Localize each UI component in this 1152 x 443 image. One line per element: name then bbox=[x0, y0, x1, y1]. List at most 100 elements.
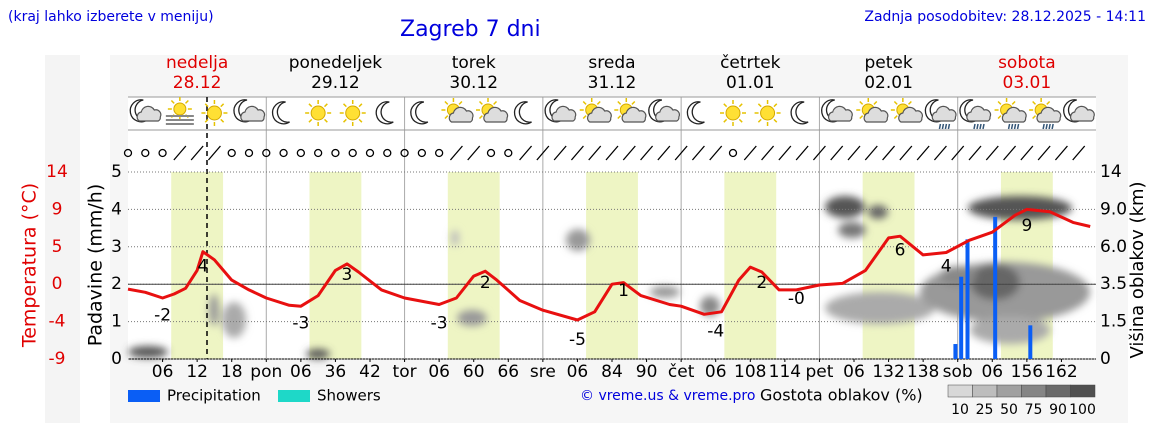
daylight bbox=[309, 172, 362, 359]
calm bbox=[313, 148, 323, 158]
x-tick-label: 42 bbox=[359, 362, 381, 382]
day-date: 28.12 bbox=[173, 73, 222, 93]
cloud bbox=[1001, 106, 1027, 123]
daylight bbox=[447, 172, 500, 359]
legend-label: Precipitation bbox=[167, 387, 261, 405]
x-tick-label: 66 bbox=[497, 362, 519, 382]
sun-ray bbox=[1011, 100, 1016, 105]
y3-tick-label: 6.0 bbox=[1100, 237, 1127, 257]
sun-ray bbox=[773, 103, 778, 108]
wind-barb bbox=[951, 145, 965, 161]
sun-ray bbox=[184, 99, 189, 104]
sun-ray bbox=[444, 100, 449, 105]
cloud bbox=[483, 106, 509, 123]
wind-barb bbox=[1072, 145, 1086, 161]
temperature-label: 2 bbox=[480, 273, 491, 293]
wind-barb bbox=[570, 145, 584, 161]
cloud bbox=[621, 106, 647, 123]
day-date: 01.01 bbox=[726, 73, 775, 93]
rain bbox=[979, 123, 982, 130]
day-date: 30.12 bbox=[449, 73, 498, 93]
cloud bbox=[828, 105, 853, 122]
sun-ray bbox=[358, 103, 363, 108]
y-tick-label: 1 bbox=[111, 312, 122, 332]
sun bbox=[725, 105, 741, 121]
temperature-label: 4 bbox=[941, 257, 952, 277]
sun-ray bbox=[631, 100, 636, 105]
wind-barb bbox=[449, 145, 463, 161]
wind-barb bbox=[761, 145, 775, 161]
calm bbox=[279, 148, 288, 158]
sun-ray bbox=[204, 118, 209, 123]
x-tick-label: 12 bbox=[186, 362, 208, 382]
cloud-legend-label: 10 bbox=[951, 402, 969, 418]
y2-tick-label: 14 bbox=[46, 162, 68, 182]
temperature-label: 1 bbox=[618, 281, 629, 301]
weather-icons bbox=[129, 97, 1095, 130]
moon bbox=[686, 101, 705, 125]
wind-barb bbox=[778, 145, 792, 161]
rain bbox=[973, 123, 976, 130]
precip-bar bbox=[959, 276, 964, 359]
daylight bbox=[586, 172, 638, 359]
cloud-legend-box bbox=[1021, 384, 1047, 398]
x-tick-label: 132 bbox=[872, 362, 904, 382]
wind-barb bbox=[795, 145, 809, 161]
calm bbox=[331, 148, 340, 158]
x-tick-label: 60 bbox=[463, 362, 485, 382]
day-name: ponedeljek bbox=[289, 53, 383, 73]
temperature-label: -4 bbox=[707, 322, 724, 342]
wind-barb bbox=[691, 145, 705, 161]
sun-ray bbox=[617, 115, 622, 120]
y-tick-label: 0 bbox=[111, 349, 122, 369]
cloud bbox=[655, 105, 680, 122]
calm bbox=[158, 148, 167, 158]
sun-ray bbox=[308, 103, 313, 108]
wind-row bbox=[123, 145, 1086, 161]
calm bbox=[141, 148, 150, 158]
calm bbox=[434, 148, 444, 158]
calm bbox=[728, 148, 738, 158]
daylight bbox=[862, 172, 915, 359]
cloud-legend-label: 100 bbox=[1069, 402, 1096, 418]
cloud bbox=[551, 105, 577, 122]
sun-ray bbox=[358, 118, 363, 123]
cloud-legend-box bbox=[947, 384, 973, 398]
moon bbox=[513, 101, 532, 125]
sun-ray bbox=[873, 100, 878, 105]
wind-barb bbox=[190, 145, 204, 161]
calm bbox=[296, 148, 306, 158]
temperature-label: 3 bbox=[342, 265, 353, 285]
rain bbox=[1045, 123, 1048, 130]
temperature-label: -2 bbox=[154, 305, 171, 325]
calm bbox=[400, 148, 409, 158]
wind-barb bbox=[933, 145, 947, 161]
cloud-legend-label: 50 bbox=[1000, 402, 1018, 418]
cloud-legend-label: 75 bbox=[1025, 402, 1043, 418]
sun-ray bbox=[723, 103, 728, 108]
x-tick-label: 156 bbox=[1011, 362, 1043, 382]
sun-ray bbox=[204, 103, 209, 108]
x-tick-label: 06 bbox=[567, 362, 589, 382]
wind-barb bbox=[1037, 145, 1051, 161]
y2-tick-label: -4 bbox=[49, 312, 66, 332]
sun bbox=[310, 105, 326, 121]
cloud bbox=[931, 105, 957, 122]
x-tick-label: sre bbox=[530, 362, 556, 382]
sun-ray bbox=[859, 100, 864, 105]
x-tick-label: 108 bbox=[734, 362, 766, 382]
sun-ray bbox=[997, 115, 1002, 120]
day-name: petek bbox=[864, 53, 912, 73]
rain bbox=[1010, 123, 1014, 130]
wind-barb bbox=[622, 145, 636, 161]
x-tick-label: 18 bbox=[221, 362, 243, 382]
calm bbox=[383, 148, 392, 158]
x-tick-label: 138 bbox=[907, 362, 939, 382]
wind-barb bbox=[640, 145, 654, 161]
cloud-legend-title: Gostota oblakov (%) bbox=[760, 386, 923, 405]
precip-bar bbox=[965, 239, 970, 359]
temperature-label: -3 bbox=[431, 314, 448, 334]
hint: (kraj lahko izberete v meniju) bbox=[8, 9, 214, 25]
updated: Zadnja posodobitev: 28.12.2025 - 14:11 bbox=[864, 9, 1146, 25]
